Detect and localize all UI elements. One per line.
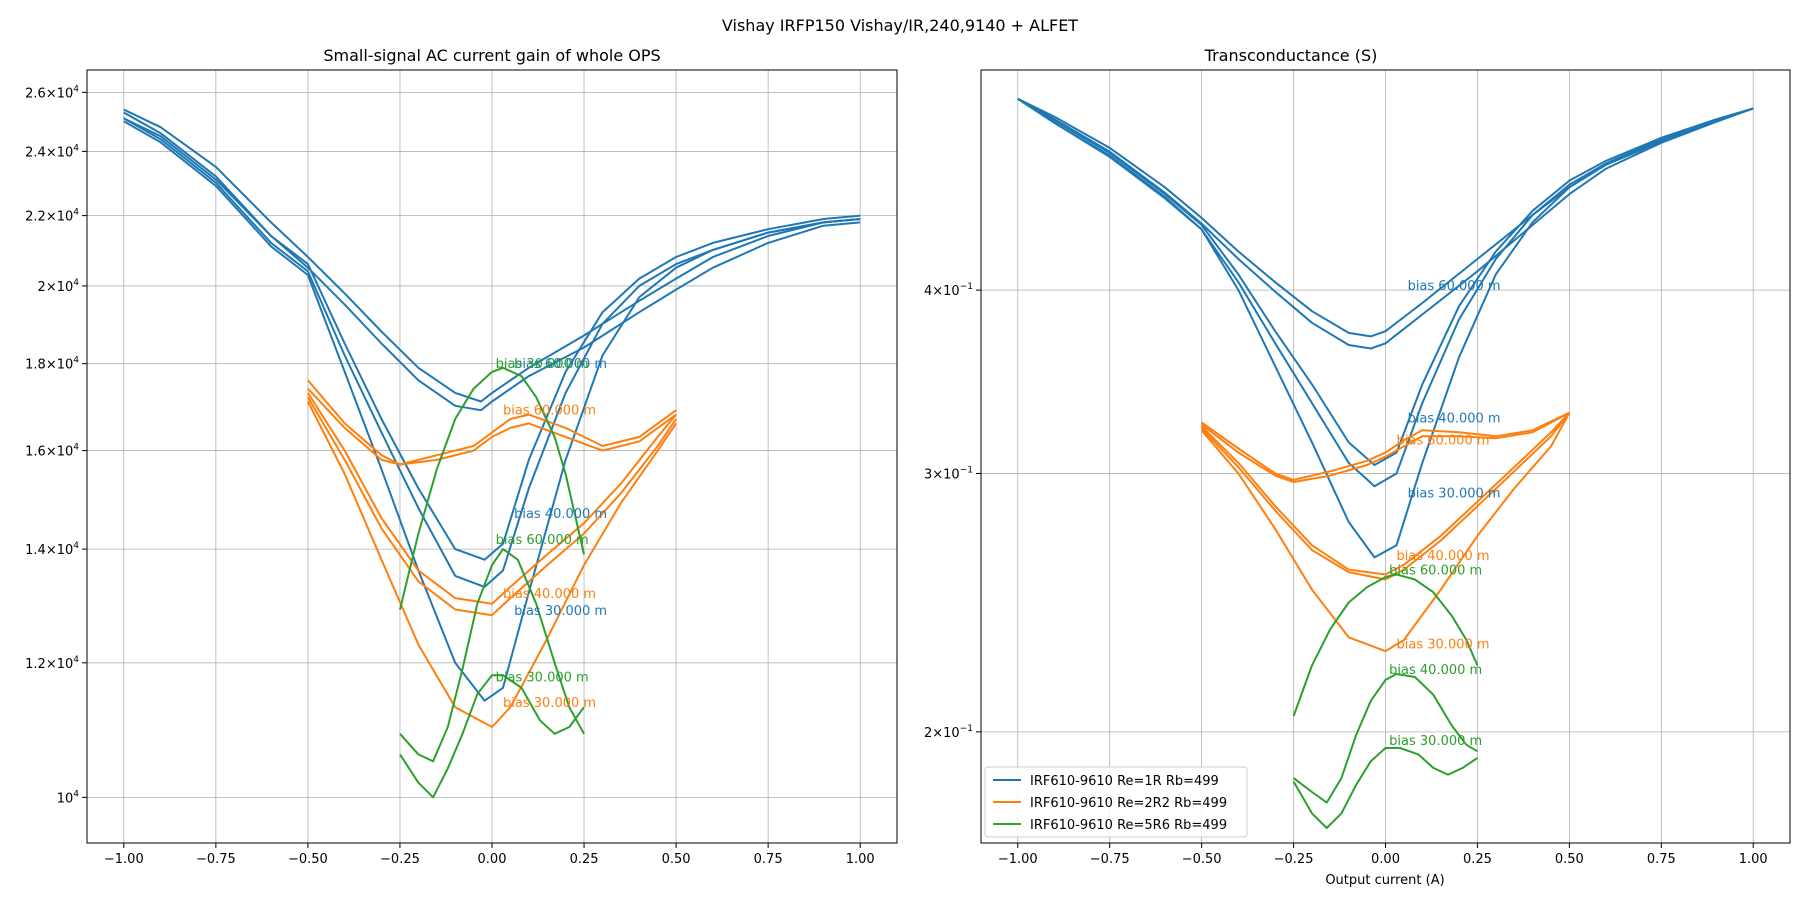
y-tick-label: 2.2×104 [25,208,79,225]
series-line [399,366,585,610]
series-line [307,392,677,605]
y-tick-label: 104 [57,789,80,806]
series-line [1200,412,1571,576]
bias-annotation: bias 60.000 m [1408,279,1501,294]
legend-box [984,766,1248,838]
grid [981,70,1790,843]
legend-label: IRF610-9610 Re=2R2 Rb=499 [1030,796,1227,811]
grid [87,70,897,843]
bias-annotation: bias 30.000 m [496,357,589,372]
x-tick-label: 0.00 [1371,852,1400,867]
ticks: −1.00 −0.75 −0.50 −0.25 0.00 0.25 0.50 0.75 1.00… [25,84,875,867]
chart-left: Small-signal AC current gain of whole OP… [25,46,898,867]
bias-annotation: bias 60.000 m [1389,564,1482,579]
bias-annotation: bias 30.000 m [1408,486,1501,501]
x-tick-label: −0.25 [1274,852,1314,867]
series-line [399,548,585,763]
series-line [307,396,677,617]
x-tick-label: −0.25 [380,852,420,867]
y-tick-label: 1.8×104 [25,356,79,373]
x-tick-label: 1.00 [846,852,875,867]
series-line [307,379,677,466]
bias-annotation: bias 30.000 m [514,604,607,619]
ticks: −1.00 −0.75 −0.50 −0.25 0.00 0.25 0.50 0.75 1.00… [924,282,1768,867]
bias-annotation: bias 30.000 m [1397,637,1490,652]
series-line [1292,747,1478,829]
series-line [307,388,677,466]
series-line [123,108,861,403]
series-line [1201,411,1570,481]
y-tick-label: 3×10−1 [924,465,973,482]
bias-annotation: bias 60.000 m [514,357,607,372]
legend-label: IRF610-9610 Re=5R6 Rb=499 [1030,818,1227,833]
series-line [1200,412,1571,653]
y-tick-label: 1.6×104 [25,443,79,460]
x-tick-label: 0.75 [1647,852,1676,867]
x-tick-label: −0.50 [1182,852,1222,867]
legend: IRF610-9610 Re=1R Rb=499 IRF610-9610 Re=… [984,766,1248,838]
x-tick-label: 1.00 [1739,852,1768,867]
series-line [1292,673,1478,804]
figure-title: Vishay IRFP150 Vishay/IR,240,9140 + ALFE… [722,16,1078,35]
chart-title: Transconductance (S) [1204,46,1378,65]
bias-annotation: bias 60.000 m [1397,433,1490,448]
bias-annotation: bias 60.000 m [496,533,589,548]
y-tick-label: 1.4×104 [25,541,79,558]
y-tick-label: 2.4×104 [25,143,79,160]
series-line [1200,411,1570,483]
y-tick-label: 4×10−1 [924,282,973,299]
x-tick-label: 0.25 [1463,852,1492,867]
chart-right: Transconductance (S) −1.00 −0.75 −0.50 −0.2… [924,46,1791,888]
bias-annotation: bias 60.000 m [503,404,596,419]
series-line [1017,97,1754,466]
y-tick-label: 1.2×104 [25,655,79,672]
chart-title: Small-signal AC current gain of whole OP… [323,46,660,65]
x-tick-label: −0.50 [288,852,328,867]
x-tick-label: 0.25 [570,852,599,867]
series-group [123,108,861,799]
series-line [1017,97,1754,350]
bias-annotation: bias 30.000 m [503,696,596,711]
series-line [123,111,861,561]
bias-annotation: bias 40.000 m [514,507,607,522]
bias-annotation: bias 30.000 m [1389,734,1482,749]
x-tick-label: 0.50 [662,852,691,867]
y-tick-label: 2×104 [38,278,80,295]
x-tick-label: −1.00 [998,852,1038,867]
series-line [1017,97,1754,559]
x-tick-label: −0.75 [196,852,236,867]
series-group [1017,97,1754,829]
x-tick-label: 0.00 [478,852,507,867]
legend-label: IRF610-9610 Re=1R Rb=499 [1030,774,1219,789]
bias-annotation: bias 40.000 m [503,587,596,602]
bias-annotation: bias 30.000 m [496,671,589,686]
series-line [307,401,677,728]
x-tick-label: 0.75 [754,852,783,867]
series-line [123,120,861,702]
x-tick-label: −0.75 [1090,852,1130,867]
x-axis-label: Output current (A) [1325,873,1444,888]
y-tick-label: 2.6×104 [25,84,79,101]
series-line [1292,573,1479,717]
bias-annotation: bias 40.000 m [1408,411,1501,426]
y-tick-label: 2×10−1 [924,724,973,741]
x-tick-label: −1.00 [104,852,144,867]
bias-annotation: bias 40.000 m [1397,549,1490,564]
x-tick-label: 0.50 [1555,852,1584,867]
bias-annotation: bias 40.000 m [1389,663,1482,678]
series-line [399,674,585,799]
